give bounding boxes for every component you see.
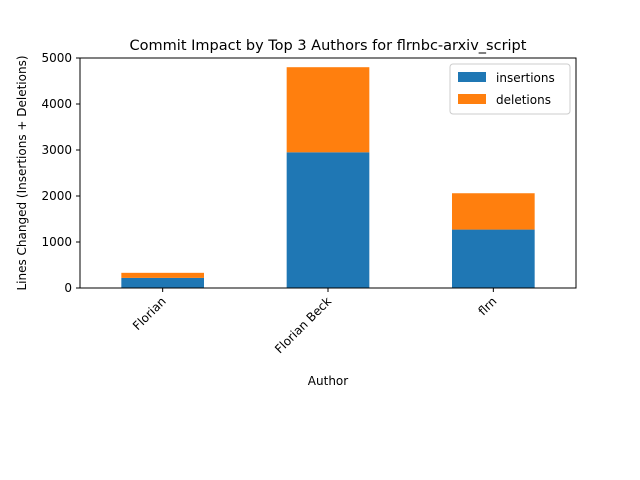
- bar-insertions-2: [452, 229, 535, 288]
- legend-swatch-deletions: [458, 94, 486, 104]
- bar-deletions-2: [452, 193, 535, 230]
- legend-label-deletions: deletions: [496, 93, 551, 107]
- y-tick-label: 1000: [41, 235, 72, 249]
- y-tick-label: 4000: [41, 97, 72, 111]
- legend: insertions deletions: [449, 63, 571, 115]
- plot-frame: [79, 57, 577, 289]
- y-axis: 0 1000 2000 3000 4000 5000: [41, 51, 80, 295]
- bar-insertions-1: [286, 152, 370, 288]
- y-tick-label: 0: [64, 281, 72, 295]
- y-tick-label: 5000: [41, 51, 72, 65]
- legend-swatch-insertions: [458, 72, 486, 82]
- bar-deletions-0: [121, 272, 204, 278]
- y-tick-label: 2000: [41, 189, 72, 203]
- y-tick-label: 3000: [41, 143, 72, 157]
- x-axis-label: Author: [308, 374, 348, 388]
- bar-insertions-0: [121, 277, 204, 288]
- bars-layer: [121, 67, 535, 288]
- legend-label-insertions: insertions: [496, 71, 555, 85]
- bar-deletions-1: [286, 67, 370, 153]
- y-axis-label: Lines Changed (Insertions + Deletions): [15, 55, 29, 290]
- chart-title: Commit Impact by Top 3 Authors for flrnb…: [130, 38, 527, 54]
